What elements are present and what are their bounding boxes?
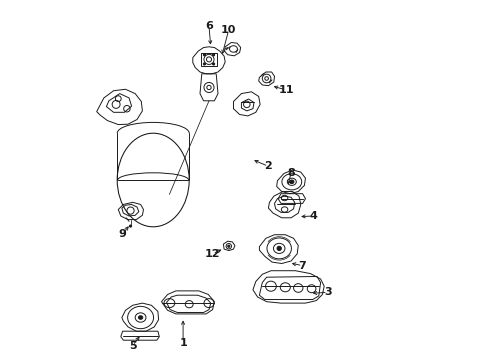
Ellipse shape [213,54,215,56]
Ellipse shape [129,225,132,227]
Ellipse shape [213,63,215,65]
Text: 6: 6 [205,21,213,31]
Text: 10: 10 [221,24,237,35]
Text: 2: 2 [265,161,272,171]
Text: 9: 9 [119,229,126,239]
Ellipse shape [139,316,143,319]
Text: 3: 3 [324,287,332,297]
Text: 5: 5 [129,341,137,351]
Ellipse shape [228,245,230,247]
Text: 4: 4 [310,211,318,221]
Ellipse shape [203,54,205,56]
Text: 1: 1 [179,338,187,348]
Text: 11: 11 [279,85,294,95]
Text: 7: 7 [299,261,306,271]
Text: 12: 12 [205,249,220,259]
Text: 8: 8 [287,168,295,178]
Ellipse shape [277,246,281,251]
Ellipse shape [203,63,205,65]
Ellipse shape [290,180,294,184]
